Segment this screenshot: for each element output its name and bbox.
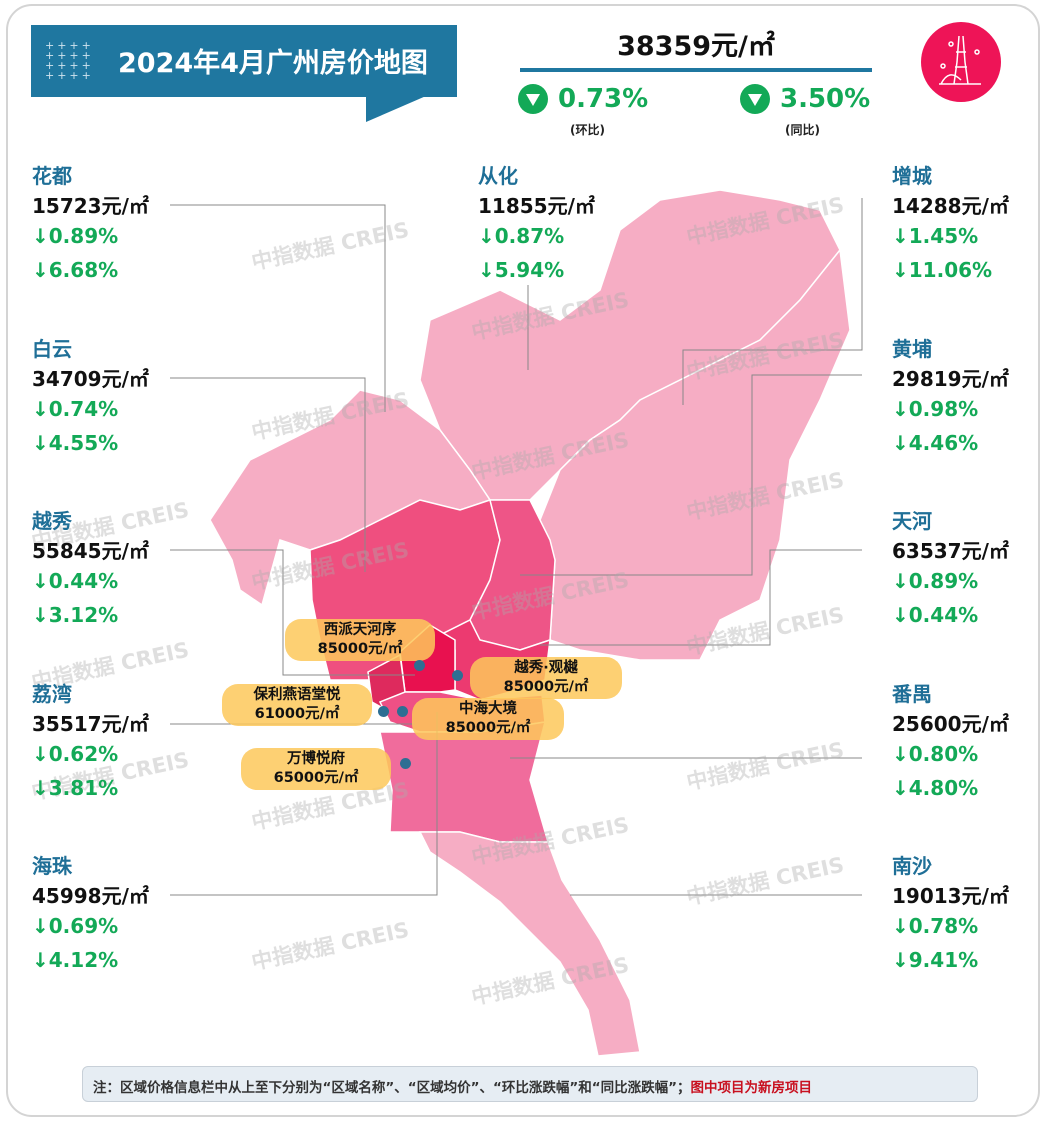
district-mom: ↓0.80% [892,742,979,766]
down-triangle-icon [518,84,548,114]
district-name: 番禺 [892,682,932,706]
project-label: 西派天河序 85000元/㎡ [285,619,435,661]
district-name: 花都 [32,164,72,188]
district-info-conghua: 从化 11855元/㎡ ↓0.87% ↓5.94% [478,160,678,292]
district-info-huangpu: 黄埔 29819元/㎡ ↓0.98% ↓4.46% [892,333,1048,465]
district-mom: ↓0.89% [32,224,119,248]
district-name: 从化 [478,164,518,188]
district-name: 天河 [892,509,932,533]
district-yoy: ↓3.81% [32,776,119,800]
district-info-liwan: 荔湾 35517元/㎡ ↓0.62% ↓3.81% [32,678,232,810]
district-yoy: ↓4.80% [892,776,979,800]
district-zengcheng [539,248,851,661]
district-name: 越秀 [32,509,72,533]
project-price: 85000元/㎡ [503,679,589,695]
district-mom: ↓0.74% [32,397,119,421]
project-name: 西派天河序 [323,622,397,638]
district-mom: ↓0.98% [892,397,979,421]
mom-label: (环比) [570,123,605,137]
district-mom: ↓0.62% [32,742,119,766]
district-info-nansha: 南沙 19013元/㎡ ↓0.78% ↓9.41% [892,850,1048,982]
project-marker [452,670,463,681]
district-name: 海珠 [32,854,72,878]
district-name: 黄埔 [892,337,932,361]
district-info-zengcheng: 增城 14288元/㎡ ↓1.45% ↓11.06% [892,160,1048,292]
project-label: 万博悦府 65000元/㎡ [241,748,391,790]
district-info-yuexiu: 越秀 55845元/㎡ ↓0.44% ↓3.12% [32,505,232,637]
district-price: 29819元/㎡ [892,367,1009,391]
project-label: 越秀·观樾 85000元/㎡ [470,657,622,699]
district-price: 14288元/㎡ [892,194,1009,218]
leader-lines [170,198,863,896]
district-yoy: ↓11.06% [892,258,993,282]
district-nansha [418,831,641,1057]
district-price: 19013元/㎡ [892,884,1009,908]
banner-tail [366,96,426,122]
district-info-tianhe: 天河 63537元/㎡ ↓0.89% ↓0.44% [892,505,1048,637]
project-price: 85000元/㎡ [317,641,403,657]
footnote: 注：区域价格信息栏中从上至下分别为“区域名称”、“区域均价”、“环比涨跌幅”和“… [82,1066,978,1102]
district-name: 白云 [32,337,72,361]
district-price: 11855元/㎡ [478,194,595,218]
canton-tower-logo-icon [921,22,1001,102]
title-banner: ++++ ++++ ++++ ++++ 2024年4月广州房价地图 [31,25,457,97]
district-name: 增城 [892,164,932,188]
project-marker [400,758,411,769]
project-marker [378,706,389,717]
district-info-huadu: 花都 15723元/㎡ ↓0.89% ↓6.68% [32,160,232,292]
project-price: 85000元/㎡ [445,720,531,736]
project-label: 中海大境 85000元/㎡ [412,698,564,740]
mom-change: 0.73% [518,84,648,114]
district-name: 荔湾 [32,682,72,706]
district-price: 63537元/㎡ [892,539,1009,563]
down-triangle-icon [740,84,770,114]
yoy-value: 3.50% [780,84,871,114]
project-marker [397,706,408,717]
project-marker [414,660,425,671]
district-yoy: ↓4.55% [32,431,119,455]
city-average-price: 38359元/㎡ [617,31,775,62]
district-mom: ↓0.69% [32,914,119,938]
project-name: 中海大境 [459,701,517,717]
district-mom: ↓0.44% [32,569,119,593]
district-price: 55845元/㎡ [32,539,149,563]
divider [520,68,872,72]
project-name: 越秀·观樾 [514,660,578,676]
decorative-dots: ++++ ++++ ++++ ++++ [45,39,94,82]
district-info-haizhu: 海珠 45998元/㎡ ↓0.69% ↓4.12% [32,850,232,982]
district-yoy: ↓4.46% [892,431,979,455]
district-mom: ↓1.45% [892,224,979,248]
district-price: 45998元/㎡ [32,884,149,908]
project-label: 保利燕语堂悦 61000元/㎡ [222,684,372,726]
district-name: 南沙 [892,854,932,878]
district-mom: ↓0.78% [892,914,979,938]
district-yoy: ↓0.44% [892,603,979,627]
district-yoy: ↓4.12% [32,948,119,972]
yoy-label: (同比) [785,123,820,137]
district-yoy: ↓6.68% [32,258,119,282]
project-name: 保利燕语堂悦 [253,687,341,703]
yoy-change: 3.50% [740,84,870,114]
mom-value: 0.73% [558,84,649,114]
footnote-highlight: 图中项目为新房项目 [690,1080,812,1096]
page-title: 2024年4月广州房价地图 [118,48,428,79]
project-price: 65000元/㎡ [273,770,359,786]
district-yoy: ↓3.12% [32,603,119,627]
district-mom: ↓0.89% [892,569,979,593]
project-name: 万博悦府 [287,751,345,767]
district-price: 15723元/㎡ [32,194,149,218]
district-yoy: ↓5.94% [478,258,565,282]
district-info-panyu: 番禺 25600元/㎡ ↓0.80% ↓4.80% [892,678,1048,810]
district-yoy: ↓9.41% [892,948,979,972]
district-price: 35517元/㎡ [32,712,149,736]
project-price: 61000元/㎡ [254,706,340,722]
district-mom: ↓0.87% [478,224,565,248]
district-info-baiyun: 白云 34709元/㎡ ↓0.74% ↓4.55% [32,333,232,465]
footnote-text: 注：区域价格信息栏中从上至下分别为“区域名称”、“区域均价”、“环比涨跌幅”和“… [93,1080,691,1096]
district-price: 34709元/㎡ [32,367,149,391]
district-price: 25600元/㎡ [892,712,1009,736]
